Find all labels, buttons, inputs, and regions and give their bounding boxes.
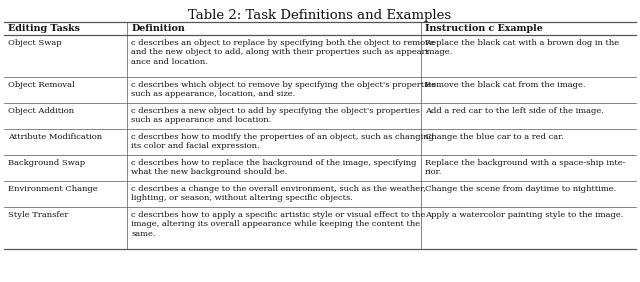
- Text: Environment Change: Environment Change: [8, 185, 98, 193]
- Text: Add a red car to the left side of the image.: Add a red car to the left side of the im…: [425, 107, 604, 115]
- Text: c describes a new object to add by specifying the object's properties
such as ap: c describes a new object to add by speci…: [131, 107, 420, 124]
- Text: Instruction c Example: Instruction c Example: [425, 24, 543, 33]
- Text: Style Transfer: Style Transfer: [8, 211, 68, 219]
- Text: c describes an object to replace by specifying both the object to remove
and the: c describes an object to replace by spec…: [131, 39, 435, 66]
- Text: c describes how to replace the background of the image, specifying
what the new : c describes how to replace the backgroun…: [131, 159, 417, 177]
- Text: Replace the background with a space-ship inte-
rior.: Replace the background with a space-ship…: [425, 159, 626, 177]
- Text: Table 2: Task Definitions and Examples: Table 2: Task Definitions and Examples: [188, 9, 452, 22]
- Text: Object Swap: Object Swap: [8, 39, 61, 47]
- Text: Change the blue car to a red car.: Change the blue car to a red car.: [425, 133, 564, 141]
- Text: c describes how to modify the properties of an object, such as changing
its colo: c describes how to modify the properties…: [131, 133, 435, 151]
- Text: Remove the black cat from the image.: Remove the black cat from the image.: [425, 81, 586, 89]
- Text: c describes how to apply a specific artistic style or visual effect to the
image: c describes how to apply a specific arti…: [131, 211, 426, 238]
- Text: Background Swap: Background Swap: [8, 159, 85, 167]
- Text: Object Addition: Object Addition: [8, 107, 74, 115]
- Text: Apply a watercolor painting style to the image.: Apply a watercolor painting style to the…: [425, 211, 623, 219]
- Text: Change the scene from daytime to nighttime.: Change the scene from daytime to nightti…: [425, 185, 616, 193]
- Text: Replace the black cat with a brown dog in the
image.: Replace the black cat with a brown dog i…: [425, 39, 620, 56]
- Text: Object Removal: Object Removal: [8, 81, 75, 89]
- Text: Attribute Modification: Attribute Modification: [8, 133, 102, 141]
- Text: Editing Tasks: Editing Tasks: [8, 24, 80, 33]
- Text: Definition: Definition: [131, 24, 185, 33]
- Text: c describes a change to the overall environment, such as the weather,
lighting, : c describes a change to the overall envi…: [131, 185, 426, 202]
- Text: c describes which object to remove by specifying the object's properties
such as: c describes which object to remove by sp…: [131, 81, 436, 98]
